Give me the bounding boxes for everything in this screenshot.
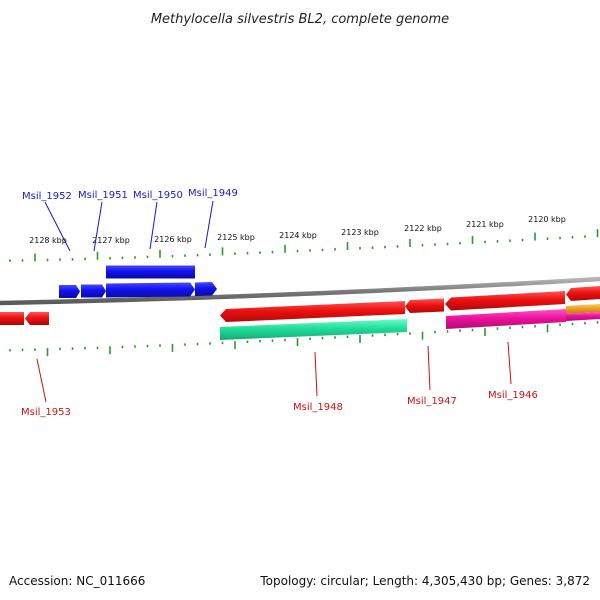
gene-arrow-next[interactable] (566, 286, 600, 301)
leader-msil-1951 (93, 201, 103, 252)
gene-label-msil-1949[interactable]: Msil_1949 (188, 188, 238, 199)
kbp-scale: 2128 kbp 2127 kbp 2126 kbp 2125 kbp 2124… (29, 215, 566, 245)
gene-arrow-msil-1947[interactable] (405, 298, 444, 314)
gene-label-msil-1947[interactable]: Msil_1947 (407, 396, 457, 407)
gene-bar-msil-1946-lower[interactable] (446, 309, 566, 329)
leader-msil-1946 (507, 341, 512, 385)
genome-backbone (0, 276, 600, 306)
leader-msil-1950 (149, 201, 158, 250)
leader-msil-1948 (314, 351, 318, 397)
reverse-leader-lines (36, 341, 512, 403)
leader-msil-1953 (36, 358, 47, 403)
leader-msil-1952 (44, 201, 71, 252)
kbp-label-2127: 2127 kbp (92, 236, 130, 245)
kbp-label-2120: 2120 kbp (528, 215, 566, 224)
kbp-label-2126: 2126 kbp (154, 235, 192, 244)
kbp-label-2125: 2125 kbp (217, 233, 255, 242)
forward-genes (59, 265, 217, 298)
gene-bar-msil-1948-lower[interactable] (220, 319, 407, 340)
gene-arrow-msil-1952[interactable] (59, 285, 80, 298)
gene-label-msil-1950[interactable]: Msil_1950 (133, 190, 183, 201)
gene-label-msil-1952[interactable]: Msil_1952 (22, 191, 72, 202)
kbp-label-2122: 2122 kbp (404, 224, 442, 233)
forward-tick-row (9, 229, 599, 262)
kbp-label-2128: 2128 kbp (29, 236, 67, 245)
gene-label-msil-1946[interactable]: Msil_1946 (488, 390, 538, 401)
forward-gene-labels: Msil_1952 Msil_1951 Msil_1950 Msil_1949 (22, 188, 238, 202)
reverse-genes (0, 286, 600, 340)
gene-bar-next-orange[interactable] (566, 304, 600, 314)
reverse-tick-row (9, 321, 599, 357)
leader-msil-1947 (427, 345, 431, 391)
gene-arrow-msil-1953[interactable] (25, 312, 49, 325)
gene-label-msil-1953[interactable]: Msil_1953 (21, 407, 71, 418)
accession-text: Accession: NC_011666 (9, 574, 146, 588)
gene-arrow-msil-1948[interactable] (220, 301, 405, 322)
leader-msil-1949 (204, 200, 214, 249)
gene-arrow-msil-1949[interactable] (195, 282, 217, 296)
forward-leader-lines (44, 200, 214, 252)
reverse-gene-labels: Msil_1953 Msil_1948 Msil_1947 Msil_1946 (21, 390, 538, 418)
gene-label-msil-1948[interactable]: Msil_1948 (293, 402, 343, 413)
gene-arrow-msil-1953-left[interactable] (0, 312, 24, 325)
genome-summary-text: Topology: circular; Length: 4,305,430 bp… (260, 574, 590, 588)
gene-arrow-msil-1950[interactable] (106, 282, 195, 298)
gene-bar-next-magenta[interactable] (566, 312, 600, 321)
gene-label-msil-1951[interactable]: Msil_1951 (78, 190, 128, 201)
gene-arrow-msil-1951[interactable] (81, 284, 106, 298)
kbp-label-2124: 2124 kbp (279, 231, 317, 240)
kbp-label-2121: 2121 kbp (466, 220, 504, 229)
kbp-label-2123: 2123 kbp (341, 228, 379, 237)
gene-arrow-msil-1946[interactable] (445, 291, 565, 311)
map-title: Methylocella silvestris BL2, complete ge… (151, 12, 449, 27)
gene-bar-msil-1950-upper[interactable] (106, 265, 195, 279)
